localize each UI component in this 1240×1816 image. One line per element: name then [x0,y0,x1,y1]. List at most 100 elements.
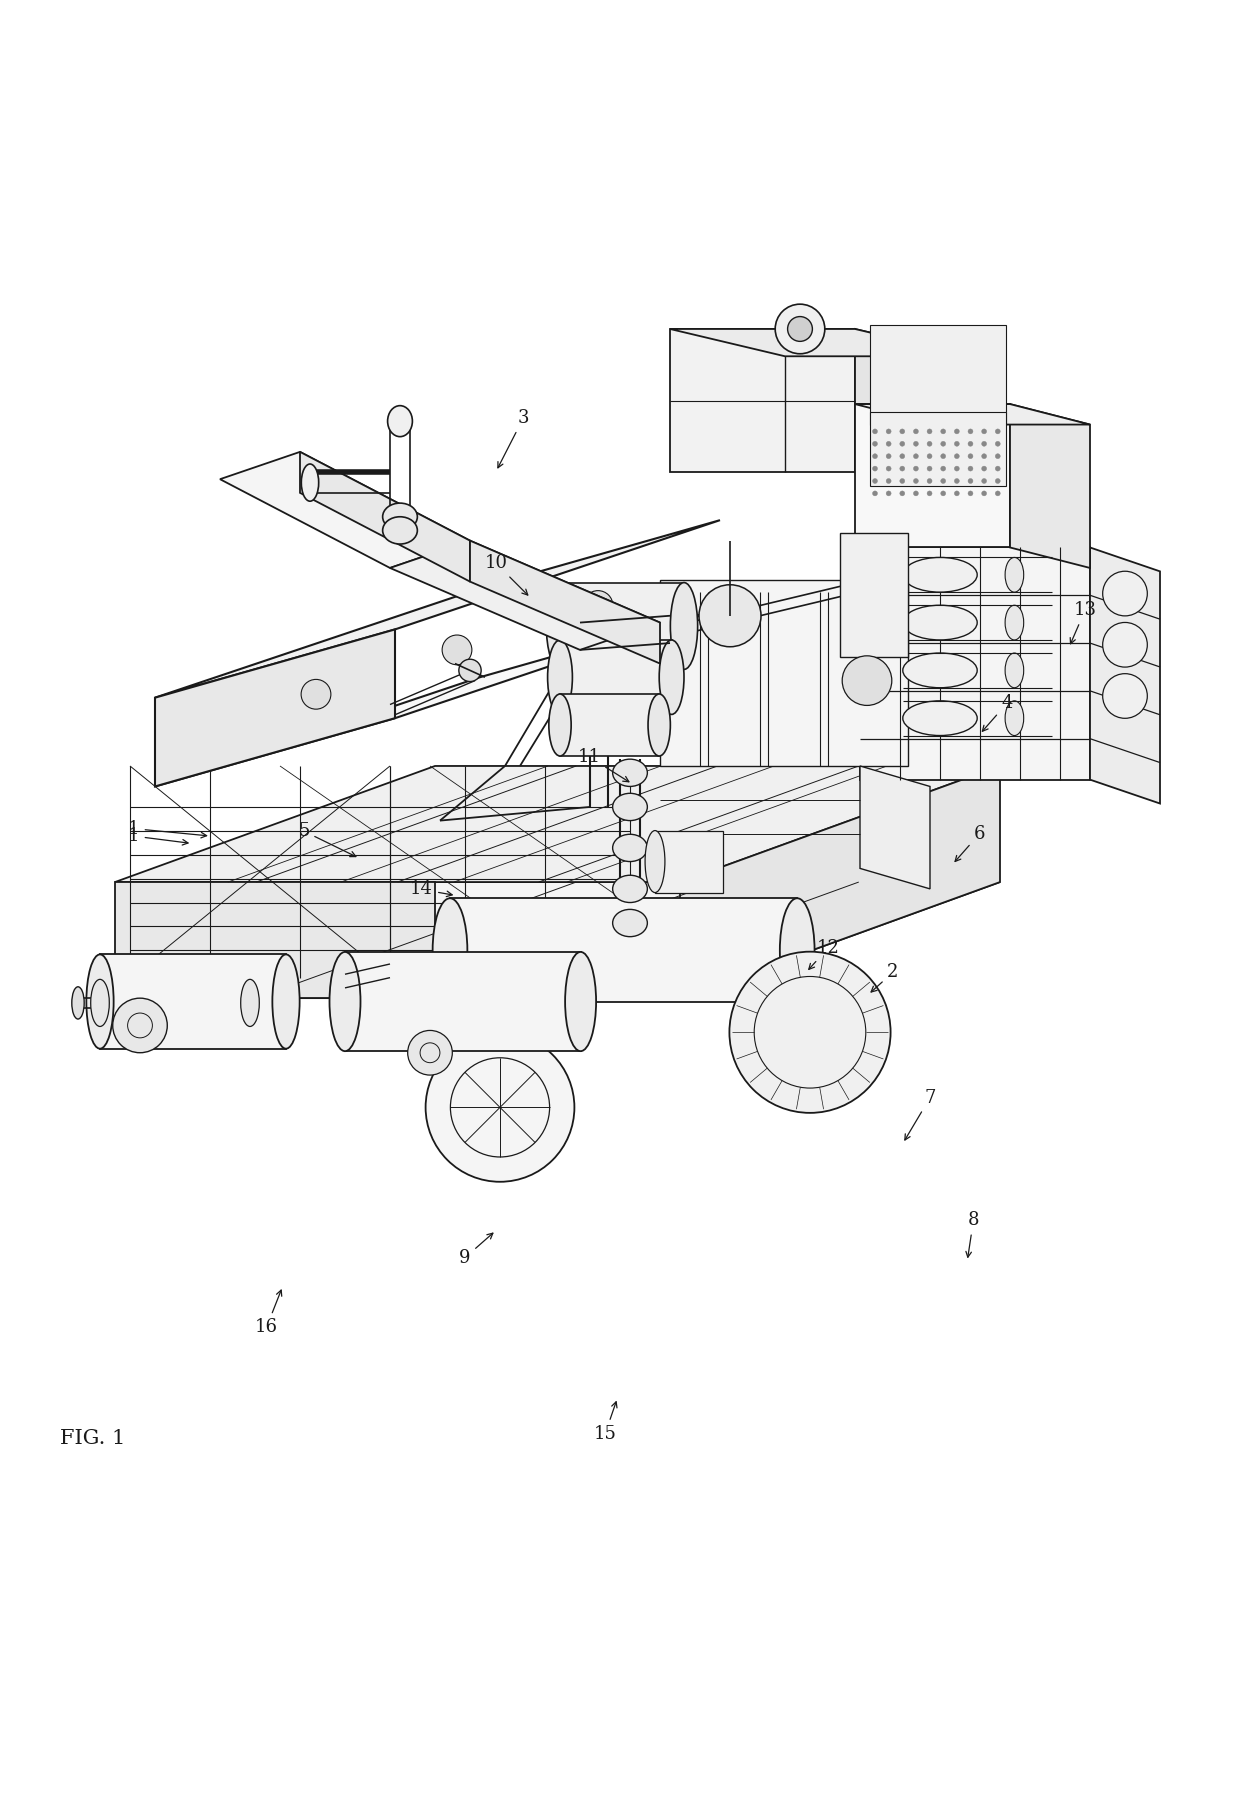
Ellipse shape [671,583,698,670]
Ellipse shape [649,694,671,755]
Circle shape [968,490,973,496]
Circle shape [729,952,890,1113]
Bar [450,899,797,1002]
Circle shape [887,478,892,483]
Text: 8: 8 [966,1211,980,1257]
Text: 13: 13 [1070,601,1096,643]
Polygon shape [115,883,435,999]
Polygon shape [1011,405,1090,568]
Ellipse shape [613,834,647,861]
Circle shape [887,490,892,496]
Ellipse shape [903,654,977,688]
Text: 12: 12 [808,939,839,970]
Circle shape [941,454,946,459]
Ellipse shape [613,759,647,786]
Circle shape [443,636,472,665]
Circle shape [996,429,1001,434]
Text: 4: 4 [982,694,1013,732]
Circle shape [873,441,878,447]
Circle shape [996,454,1001,459]
Circle shape [787,316,812,341]
Ellipse shape [903,558,977,592]
Text: 14: 14 [410,881,453,899]
Polygon shape [155,519,720,697]
Bar [839,532,908,657]
Circle shape [941,429,946,434]
Ellipse shape [565,952,596,1051]
Bar [345,952,580,1051]
Circle shape [955,467,960,470]
Circle shape [699,585,761,646]
Circle shape [928,490,932,496]
Ellipse shape [584,712,615,737]
Circle shape [968,467,973,470]
Circle shape [914,467,919,470]
Text: 1: 1 [128,819,207,837]
Circle shape [873,490,878,496]
Circle shape [968,454,973,459]
Circle shape [1102,674,1147,719]
Ellipse shape [330,952,361,1051]
Circle shape [873,478,878,483]
Circle shape [996,467,1001,470]
Ellipse shape [584,665,615,690]
Ellipse shape [388,405,413,436]
Circle shape [873,467,878,470]
Polygon shape [115,883,999,999]
Text: 16: 16 [255,1289,281,1337]
Polygon shape [155,608,720,786]
Circle shape [955,454,960,459]
Ellipse shape [584,625,615,648]
Polygon shape [1090,547,1159,803]
Bar [870,325,1007,425]
Circle shape [928,478,932,483]
Ellipse shape [433,899,467,1002]
Circle shape [842,656,892,705]
Circle shape [900,490,905,496]
Circle shape [425,1033,574,1182]
Circle shape [775,303,825,354]
Ellipse shape [903,701,977,735]
Text: 5: 5 [298,823,356,857]
Circle shape [968,429,973,434]
Polygon shape [680,766,999,999]
Circle shape [982,478,987,483]
Ellipse shape [1006,558,1024,592]
Ellipse shape [549,694,572,755]
Ellipse shape [273,955,300,1048]
Polygon shape [861,766,930,888]
Circle shape [928,429,932,434]
Ellipse shape [459,659,481,681]
Circle shape [900,478,905,483]
Circle shape [914,441,919,447]
Ellipse shape [645,830,665,893]
Text: FIG. 1: FIG. 1 [60,1429,125,1447]
Circle shape [982,441,987,447]
Circle shape [900,429,905,434]
Circle shape [887,441,892,447]
Circle shape [955,490,960,496]
Circle shape [1102,572,1147,616]
Circle shape [900,454,905,459]
Circle shape [873,429,878,434]
Circle shape [928,467,932,470]
Circle shape [982,490,987,496]
Circle shape [900,441,905,447]
Ellipse shape [87,955,114,1048]
Ellipse shape [780,899,815,1002]
Text: 9: 9 [459,1233,492,1268]
Polygon shape [300,452,470,581]
Bar [560,583,684,670]
Circle shape [408,1030,453,1075]
Ellipse shape [613,910,647,937]
Ellipse shape [91,979,109,1026]
Polygon shape [861,547,1090,779]
Text: 3: 3 [498,409,529,469]
Circle shape [996,441,1001,447]
Circle shape [900,467,905,470]
Circle shape [914,490,919,496]
Circle shape [914,478,919,483]
Bar [100,955,286,1048]
Text: 1: 1 [128,826,188,844]
Polygon shape [219,452,470,568]
